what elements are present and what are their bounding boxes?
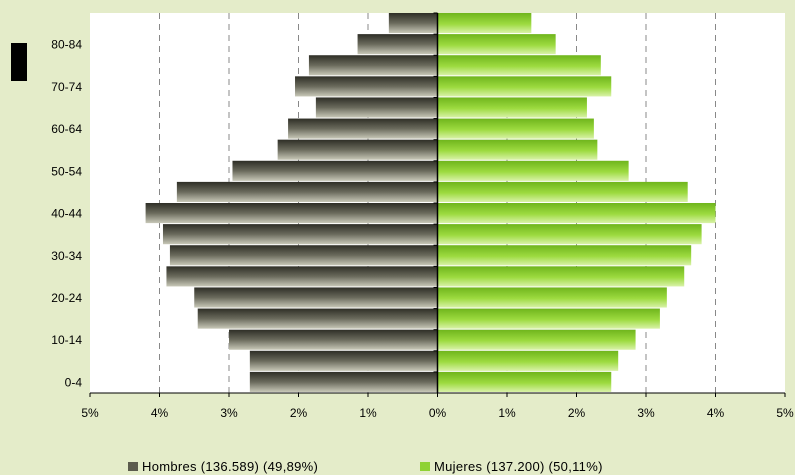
x-tick-label: 5%	[81, 406, 99, 420]
legend-label-mujeres: Mujeres (137.200) (50,11%)	[434, 459, 603, 474]
y-tick-label: 0-4	[65, 375, 83, 389]
bar-hombres-35-39	[162, 224, 438, 245]
bar-hombres-25-29	[166, 266, 438, 287]
bar-hombres-5-9	[249, 350, 438, 371]
legend-label-hombres: Hombres (136.589) (49,89%)	[142, 459, 318, 474]
bar-mujeres-75-79	[437, 55, 601, 76]
y-tick-label: 70-74	[51, 80, 82, 94]
bars	[145, 13, 716, 392]
bar-mujeres-70-74	[437, 76, 612, 97]
x-tick-label: 5%	[776, 406, 794, 420]
bar-mujeres-30-34	[437, 245, 692, 266]
y-tick-label: 60-64	[51, 122, 82, 136]
bar-mujeres-80-84	[437, 34, 556, 55]
bar-hombres-45-49	[176, 181, 438, 202]
legend: Hombres (136.589) (49,89%) Mujeres (137.…	[128, 459, 603, 474]
y-tick-label: 10-14	[51, 333, 82, 347]
bar-mujeres-15-19	[437, 308, 660, 329]
bar-hombres-20-24	[194, 287, 438, 308]
bar-mujeres-10-14	[437, 329, 636, 350]
x-tick-label: 3%	[637, 406, 655, 420]
legend-swatch-mujeres	[420, 462, 430, 471]
bar-mujeres-60-64	[437, 118, 594, 139]
x-tick-label: 0%	[429, 406, 447, 420]
bar-hombres-10-14	[229, 329, 438, 350]
bar-hombres-70-74	[295, 76, 438, 97]
bar-mujeres-0-4	[437, 371, 612, 392]
x-axis-tick-labels: 5% 4% 3% 2% 1% 0% 1% 2% 3% 4% 5%	[81, 406, 794, 420]
x-tick-label: 2%	[290, 406, 308, 420]
bar-hombres-85+	[388, 13, 438, 34]
bar-mujeres-45-49	[437, 181, 688, 202]
bar-hombres-40-44	[145, 203, 438, 224]
legend-swatch-hombres	[128, 462, 138, 471]
bar-mujeres-5-9	[437, 350, 619, 371]
bar-hombres-0-4	[249, 371, 438, 392]
x-tick-label: 1%	[359, 406, 377, 420]
y-tick-label: 40-44	[51, 207, 82, 221]
axes	[89, 12, 786, 397]
bar-mujeres-20-24	[437, 287, 667, 308]
y-tick-label: 50-54	[51, 164, 82, 178]
bar-mujeres-85+	[437, 13, 532, 34]
bar-hombres-30-34	[169, 245, 438, 266]
x-tick-label: 1%	[498, 406, 516, 420]
bar-mujeres-55-59	[437, 139, 598, 160]
bar-hombres-60-64	[288, 118, 438, 139]
bar-hombres-55-59	[277, 139, 438, 160]
y-tick-label: 20-24	[51, 291, 82, 305]
bar-mujeres-50-54	[437, 160, 629, 181]
bar-mujeres-40-44	[437, 203, 716, 224]
bar-mujeres-35-39	[437, 224, 702, 245]
x-tick-label: 2%	[568, 406, 586, 420]
bar-hombres-75-79	[308, 55, 438, 76]
x-tick-label: 4%	[151, 406, 169, 420]
bar-hombres-80-84	[357, 34, 438, 55]
bar-hombres-15-19	[197, 308, 438, 329]
x-tick-label: 3%	[220, 406, 238, 420]
black-marker	[11, 43, 27, 81]
bar-mujeres-25-29	[437, 266, 685, 287]
y-axis-tick-labels: 0-4 10-14 20-24 30-34 40-44 50-54 60-64 70-74 80…	[51, 38, 82, 390]
bar-hombres-50-54	[232, 160, 438, 181]
y-tick-label: 30-34	[51, 249, 82, 263]
bar-mujeres-65-69	[437, 97, 587, 118]
bar-hombres-65-69	[315, 97, 438, 118]
y-tick-label: 80-84	[51, 38, 82, 52]
x-tick-label: 4%	[707, 406, 725, 420]
